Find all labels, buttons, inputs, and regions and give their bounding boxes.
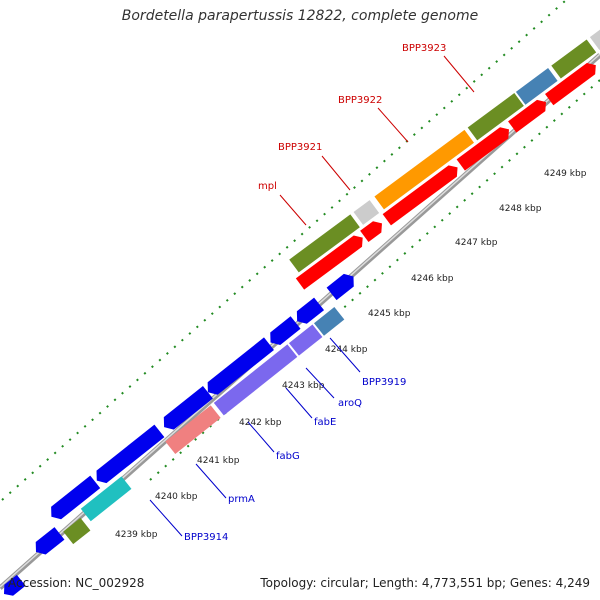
label-mpl[interactable]: mpl bbox=[258, 181, 277, 192]
gene-olive-2[interactable] bbox=[551, 39, 597, 79]
genome-summary-text: Topology: circular; Length: 4,773,551 bp… bbox=[260, 576, 590, 590]
label-fabE[interactable]: fabE bbox=[314, 417, 336, 428]
tick-label-4244: 4244 kbp bbox=[325, 345, 368, 355]
label-bpp3923[interactable]: BPP3923 bbox=[402, 43, 446, 54]
leader-bpp3914 bbox=[149, 499, 183, 537]
label-aroQ[interactable]: aroQ bbox=[338, 398, 362, 409]
accession-text: Accession: NC_002928 bbox=[8, 576, 145, 590]
gene-fabE[interactable] bbox=[288, 324, 323, 356]
leader-bpp3922 bbox=[377, 107, 409, 143]
leader-fabE bbox=[285, 387, 313, 419]
label-bpp3914[interactable]: BPP3914 bbox=[184, 532, 228, 543]
gene-blue-1[interactable] bbox=[0, 574, 26, 600]
gene-gray-2[interactable] bbox=[589, 19, 600, 50]
tick-label-4248: 4248 kbp bbox=[499, 204, 542, 214]
gene-blue-5[interactable] bbox=[159, 385, 213, 433]
leader-bpp3919 bbox=[329, 337, 361, 373]
map-title: Bordetella parapertussis 12822, complete… bbox=[121, 8, 479, 24]
label-bpp3919[interactable]: BPP3919 bbox=[362, 377, 406, 388]
leader-fabG bbox=[247, 421, 275, 453]
gene-aroQ[interactable] bbox=[314, 307, 345, 336]
tick-label-4245: 4245 kbp bbox=[368, 309, 411, 319]
gene-bpp3922[interactable] bbox=[374, 129, 474, 210]
gene-red-1[interactable] bbox=[295, 232, 367, 290]
leader-prmA bbox=[195, 463, 227, 499]
leader-bpp3923 bbox=[443, 55, 475, 93]
gene-gray-1[interactable] bbox=[353, 200, 380, 225]
tick-label-4239: 4239 kbp bbox=[115, 530, 158, 540]
leader-aroQ bbox=[305, 367, 335, 399]
gene-bpp3923-olive[interactable] bbox=[467, 93, 524, 141]
leader-mpl bbox=[279, 194, 307, 226]
gene-cyan[interactable] bbox=[80, 476, 132, 522]
gene-olive-3[interactable] bbox=[63, 517, 91, 545]
label-prmA[interactable]: prmA bbox=[228, 494, 255, 505]
tick-label-4241: 4241 kbp bbox=[197, 456, 240, 466]
label-fabG[interactable]: fabG bbox=[276, 451, 300, 462]
gene-red-4[interactable] bbox=[456, 124, 514, 171]
label-bpp3922[interactable]: BPP3922 bbox=[338, 95, 382, 106]
gene-bpp3919[interactable] bbox=[326, 270, 359, 301]
label-bpp3921[interactable]: BPP3921 bbox=[278, 142, 322, 153]
gene-fabG[interactable] bbox=[213, 344, 298, 416]
tick-label-4249: 4249 kbp bbox=[544, 169, 587, 179]
tick-label-4242: 4242 kbp bbox=[239, 418, 282, 428]
tick-label-4243: 4243 kbp bbox=[282, 381, 325, 391]
gene-prmA[interactable] bbox=[165, 405, 221, 454]
outer-tick-track bbox=[1, 0, 568, 501]
gene-red-2[interactable] bbox=[360, 218, 386, 243]
gene-blue-6[interactable] bbox=[203, 337, 274, 398]
gene-red-3[interactable] bbox=[382, 162, 462, 226]
gene-red-6[interactable] bbox=[545, 59, 600, 106]
tick-label-4246: 4246 kbp bbox=[411, 274, 454, 284]
gene-steel-1[interactable] bbox=[515, 68, 558, 105]
gene-red-5[interactable] bbox=[508, 96, 550, 133]
gene-blue-3[interactable] bbox=[46, 475, 101, 523]
gene-blue-4[interactable] bbox=[92, 424, 165, 487]
gene-blue-2[interactable] bbox=[31, 527, 65, 558]
leader-bpp3921 bbox=[321, 155, 351, 191]
tick-label-4247: 4247 kbp bbox=[455, 238, 498, 248]
gene-mpl[interactable] bbox=[289, 214, 360, 273]
gene-blue-7[interactable] bbox=[266, 316, 301, 348]
tick-label-4240: 4240 kbp bbox=[155, 492, 198, 502]
gene-blue-8[interactable] bbox=[292, 297, 325, 328]
